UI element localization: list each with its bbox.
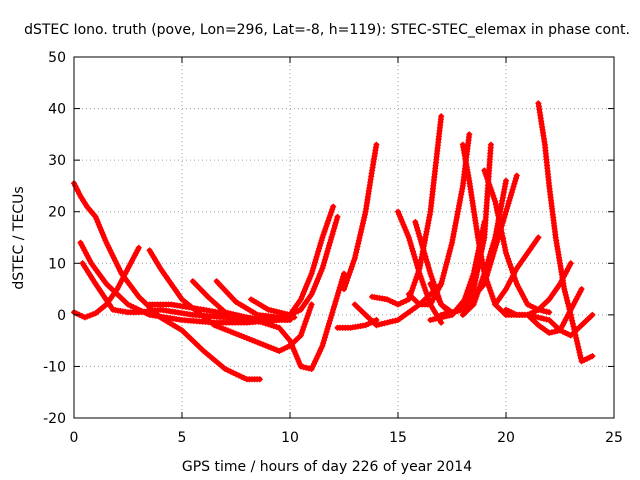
x-tick-label: 5 <box>178 430 187 446</box>
axis-ticks: 0 5 10 15 20 25 -20 -10 0 10 20 30 40 50 <box>43 50 623 446</box>
data-series <box>71 100 596 383</box>
series-arc-05 <box>146 247 315 354</box>
x-tick-label: 25 <box>605 430 623 446</box>
series-arc-27 <box>524 286 585 336</box>
series-markers <box>341 141 380 293</box>
y-tick-label: 30 <box>48 153 66 169</box>
series-arc-25 <box>535 100 596 365</box>
series-arc-11 <box>341 141 380 293</box>
plot-frame <box>73 56 615 419</box>
series-arc-13 <box>369 113 445 308</box>
x-tick-label: 20 <box>497 430 515 446</box>
y-tick-label: 20 <box>48 205 66 221</box>
x-tick-label: 0 <box>70 430 79 446</box>
series-arc-09 <box>248 296 293 318</box>
y-tick-label: 0 <box>57 308 66 324</box>
x-axis-label: GPS time / hours of day 226 of year 2014 <box>182 459 472 475</box>
y-axis-label: dSTEC / TECUs <box>11 186 27 289</box>
series-markers <box>481 167 553 316</box>
y-tick-label: -10 <box>43 359 66 375</box>
y-tick-label: 50 <box>48 50 66 66</box>
series-arc-24 <box>492 234 542 308</box>
series-markers <box>213 278 298 321</box>
series-line <box>341 142 379 292</box>
series-markers <box>524 286 585 336</box>
x-tick-label: 15 <box>389 430 407 446</box>
series-arc-08 <box>213 278 298 321</box>
series-arc-07 <box>189 278 293 323</box>
y-tick-label: 40 <box>48 102 66 118</box>
grid-lines <box>74 57 614 418</box>
series-arc-14 <box>395 208 445 326</box>
y-tick-label: -20 <box>43 411 66 427</box>
series-markers <box>248 296 293 318</box>
y-tick-label: 10 <box>48 256 66 272</box>
series-markers <box>492 234 542 308</box>
x-tick-label: 10 <box>281 430 299 446</box>
chart-title: dSTEC Iono. truth (pove, Lon=296, Lat=-8… <box>24 22 630 38</box>
